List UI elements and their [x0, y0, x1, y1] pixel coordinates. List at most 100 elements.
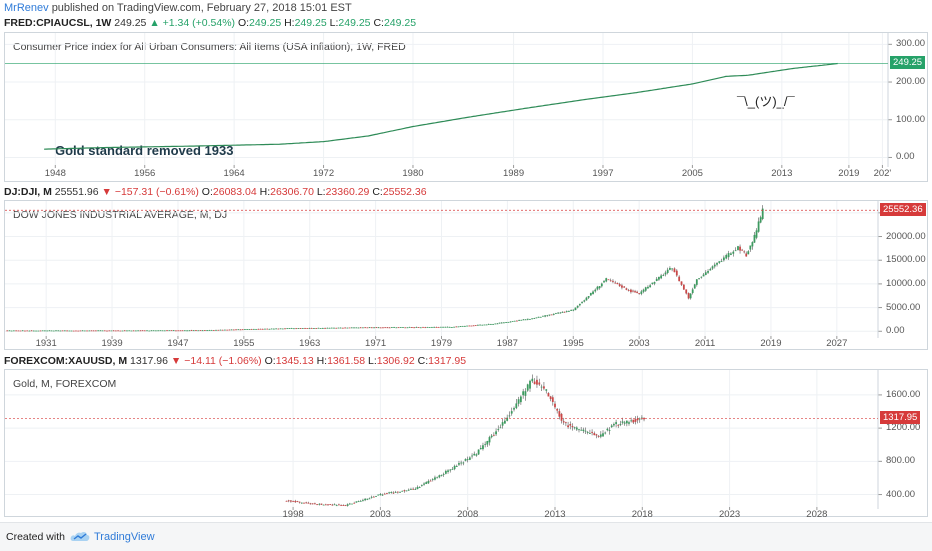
candle-body: [485, 324, 488, 326]
candle-body: [473, 453, 476, 456]
candle-body: [364, 327, 367, 329]
candle-body: [322, 504, 325, 506]
candle-body: [298, 501, 301, 503]
candle-body: [224, 329, 226, 331]
candle-body: [732, 251, 735, 254]
candle-body: [486, 440, 489, 445]
candle-body: [526, 318, 529, 320]
gold-symbol[interactable]: FOREXCOM:XAUUSD, M: [4, 355, 128, 367]
candle-body: [666, 269, 669, 273]
candle-body: [558, 411, 561, 417]
candle-body: [375, 327, 378, 329]
x-tick-label: 1997: [592, 168, 614, 179]
candle-body: [101, 330, 104, 332]
candle-body: [492, 324, 494, 325]
candle-body: [404, 327, 407, 329]
candle-body: [616, 282, 619, 285]
candle-body: [458, 463, 460, 465]
candle-body: [286, 328, 289, 330]
candle-body: [583, 300, 586, 302]
candle-body: [366, 498, 369, 500]
candle-body: [370, 327, 373, 329]
candle-body: [128, 330, 131, 332]
candle-body: [126, 330, 128, 332]
candle-body: [451, 327, 453, 328]
candle-body: [664, 272, 667, 275]
shrug-annotation: ¯\_(ツ)_/¯: [737, 94, 795, 109]
x-tick-label: 1964: [223, 168, 245, 179]
candle-body: [621, 285, 623, 288]
x-tick-label: 1947: [167, 338, 189, 349]
candle-body: [353, 327, 355, 329]
candle-body: [531, 378, 534, 382]
author-link[interactable]: MrRenev: [4, 2, 49, 14]
candle-body: [543, 386, 545, 389]
candle-body: [97, 330, 100, 332]
candle-body: [303, 502, 305, 504]
x-tick-label: 2008: [457, 509, 479, 520]
candle-body: [316, 504, 318, 506]
candle-body: [625, 420, 628, 424]
candle-body: [725, 255, 728, 259]
dji-symbol[interactable]: DJ:DJI, M: [4, 186, 52, 198]
candle-body: [647, 286, 649, 289]
candle-body: [357, 327, 360, 329]
created-with-label: Created with: [6, 531, 65, 543]
x-tick-label: 2027: [826, 338, 848, 349]
candle-body: [682, 284, 685, 290]
candle-body: [449, 469, 452, 471]
candle-body: [550, 314, 553, 316]
candle-body: [734, 250, 737, 252]
last-price-tag: 25552.36: [880, 203, 926, 217]
gold-chart-pane[interactable]: Gold, M, FOREXCOM: [4, 369, 928, 517]
candle-body: [310, 328, 313, 329]
candle-body: [599, 434, 602, 437]
candle-body: [290, 500, 292, 502]
x-tick-label: 1989: [502, 168, 525, 179]
dji-chart-pane[interactable]: DOW JONES INDUSTRIAL AVERAGE, M, DJ: [4, 200, 928, 350]
cpi-symbol[interactable]: FRED:CPIAUCSL, 1W: [4, 17, 112, 29]
candle-body: [749, 245, 752, 250]
candle-body: [359, 500, 362, 502]
candle-body: [35, 330, 37, 332]
candle-body: [522, 319, 525, 321]
candle-body: [613, 424, 615, 426]
candle-body: [410, 488, 412, 490]
candle-body: [197, 330, 200, 332]
candle-body: [137, 330, 140, 332]
candle-body: [26, 330, 29, 332]
tradingview-brand[interactable]: TradingView: [94, 531, 155, 543]
candle-body: [335, 505, 338, 507]
candle-body: [308, 328, 311, 329]
candle-body: [386, 327, 389, 329]
candle-body: [383, 493, 386, 495]
candle-body: [288, 328, 291, 329]
x-tick-label: 1948: [44, 168, 66, 179]
candle-body: [567, 425, 569, 428]
gold-open: 1345.13: [275, 355, 314, 367]
candle-body: [163, 330, 166, 332]
candle-body: [152, 330, 155, 332]
candle-body: [110, 330, 113, 332]
candle-body: [403, 490, 406, 492]
candle-body: [720, 261, 723, 263]
candle-body: [217, 329, 220, 331]
candle-body: [63, 330, 66, 332]
candle-body: [328, 327, 331, 329]
candle-body: [586, 432, 589, 433]
dji-chart-title: DOW JONES INDUSTRIAL AVERAGE, M, DJ: [13, 209, 228, 221]
candle-body: [557, 312, 560, 314]
candle-body: [518, 320, 520, 322]
candle-body: [632, 419, 635, 423]
candle-body: [375, 495, 377, 497]
x-tick-label: 2019: [760, 338, 782, 349]
cpi-last: 249.25: [114, 17, 147, 29]
candle-body: [183, 330, 186, 332]
candle-body: [424, 327, 427, 329]
candle-body: [499, 427, 502, 429]
cpi-high: 249.25: [294, 17, 327, 29]
candle-body: [526, 384, 529, 391]
candle-body: [621, 421, 624, 423]
candle-body: [427, 481, 430, 484]
candle-body: [32, 330, 35, 332]
